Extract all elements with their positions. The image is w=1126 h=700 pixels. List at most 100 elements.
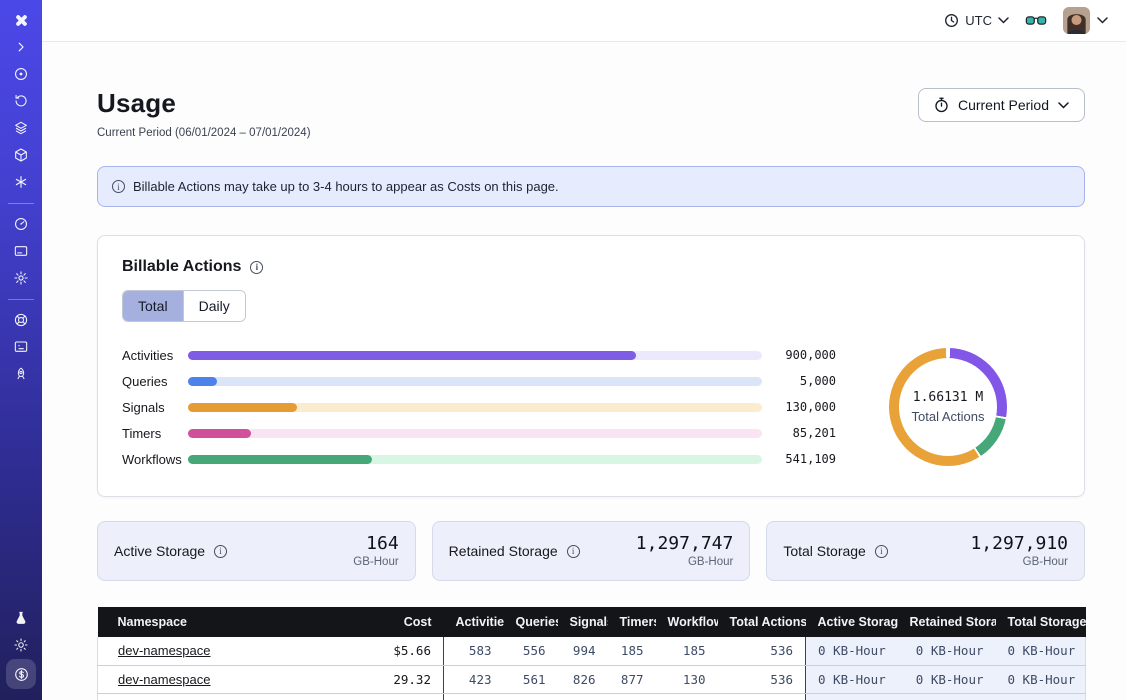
namespace-usage-table: Namespace Cost Activities Queries Signal… (97, 607, 1086, 700)
tab-daily[interactable]: Daily (183, 291, 245, 321)
eye-icon[interactable] (6, 61, 36, 87)
asterisk-icon[interactable] (6, 169, 36, 195)
bar-row-timers: Timers 85,201 (122, 420, 836, 446)
timezone-label: UTC (965, 13, 992, 28)
bar-row-activities: Activities 900,000 (122, 342, 836, 368)
flask-icon[interactable] (6, 605, 36, 631)
cell-active-storage: 0 KB-Hour (805, 693, 898, 700)
temporal-logo-icon[interactable] (6, 7, 36, 33)
bar-label: Activities (122, 347, 174, 363)
retained-storage-unit: GB-Hour (687, 555, 734, 568)
cell-queries: 536 (503, 693, 558, 700)
cube-icon[interactable] (6, 142, 36, 168)
bar-fill (188, 376, 217, 386)
tab-total[interactable]: Total (123, 291, 184, 321)
bar-fill (188, 402, 298, 412)
cell-total-actions: 130 (717, 693, 806, 700)
col-total-storage: Total Storage (995, 607, 1086, 637)
bar-label: Queries (122, 373, 168, 389)
col-timers: Timers (607, 607, 656, 637)
bar-label: Workflows (122, 451, 182, 467)
cell-timers: 185 (607, 637, 656, 666)
page-title: Usage (97, 88, 177, 118)
chevron-right-icon[interactable] (6, 34, 36, 60)
retained-storage-card: Retained Storage i 1,297,747 GB-Hour (431, 521, 751, 581)
namespace-link[interactable]: dev-namespace (118, 643, 211, 659)
chevron-down-icon (998, 17, 1009, 24)
namespace-link[interactable]: dev-namespace (118, 671, 211, 687)
bar-label: Timers (122, 425, 162, 441)
glasses-icon[interactable] (1025, 13, 1047, 28)
cell-timers: 877 (607, 665, 656, 694)
active-storage-value: 164 (366, 533, 399, 555)
user-menu[interactable] (1063, 7, 1108, 34)
bar-row-workflows: Workflows 541,109 (122, 446, 836, 472)
monitor-icon[interactable] (6, 334, 36, 360)
retained-storage-value: 1,297,747 (635, 533, 734, 555)
cell-workflows: 185 (655, 637, 718, 666)
dollar-coin-icon[interactable] (6, 659, 36, 689)
storage-summary-row: Active Storage i 164 GB-Hour Retained Stor… (97, 521, 1086, 581)
gear-icon[interactable] (6, 265, 36, 291)
rocket-icon[interactable] (6, 361, 36, 387)
donut-total-value: 1.66131 M (912, 390, 984, 405)
chevron-down-icon (1058, 101, 1069, 109)
gauge-icon[interactable] (6, 211, 36, 237)
cell-total-storage: 0 KB-Hour (995, 693, 1086, 700)
cell-signals: 826 (557, 665, 608, 694)
bar-track (188, 376, 762, 386)
sidebar-divider (8, 203, 34, 204)
bar-fill (188, 350, 636, 360)
cell-activities: 423 (443, 665, 504, 694)
user-avatar[interactable] (1063, 7, 1090, 34)
cell-workflows: 130 (655, 665, 718, 694)
cell-active-storage: 0 KB-Hour (805, 637, 898, 666)
info-icon[interactable]: i (250, 260, 264, 274)
topbar: UTC (42, 0, 1126, 42)
cell-workflows: 600 (655, 693, 718, 700)
active-storage-card: Active Storage i 164 GB-Hour (97, 521, 416, 581)
col-activities: Activities (443, 607, 504, 637)
chevron-down-icon (1097, 17, 1108, 24)
info-icon[interactable]: i (566, 544, 580, 558)
layers-icon[interactable] (6, 115, 36, 141)
cell-retained-storage: 0 KB-Hour (897, 665, 996, 694)
history-icon[interactable] (6, 88, 36, 114)
col-active-storage: Active Storage (805, 607, 898, 637)
billable-actions-title: Billable Actions (122, 258, 242, 275)
total-storage-label: Total Storage (783, 543, 866, 559)
col-namespace: Namespace (97, 607, 360, 637)
cell-activities: 583 (443, 637, 504, 666)
card-icon[interactable] (6, 238, 36, 264)
period-select-button[interactable]: Current Period (917, 88, 1085, 122)
table-row: dev-namespace $3.35 492 536 883 816 600 … (97, 693, 1086, 700)
cell-retained-storage: 0 KB-Hour (897, 637, 996, 666)
stopwatch-icon (935, 97, 948, 113)
bar-track (188, 350, 762, 360)
table-row: dev-namespace 29.32 423 561 826 877 130 … (97, 665, 1086, 694)
timezone-dropdown[interactable]: UTC (944, 13, 1009, 28)
total-storage-unit: GB-Hour (1022, 555, 1069, 568)
bar-track (188, 402, 762, 412)
info-icon[interactable]: i (874, 544, 888, 558)
bar-value: 130,000 (785, 400, 836, 414)
usage-page: Usage Current Period (06/01/2024 – 07/01… (42, 42, 1126, 700)
cell-total-storage: 0 KB-Hour (995, 665, 1086, 694)
bar-value: 5,000 (799, 374, 836, 388)
sidebar-divider (8, 299, 34, 300)
bar-value: 541,109 (785, 452, 836, 466)
lifebuoy-icon[interactable] (6, 307, 36, 333)
bar-row-signals: Signals 130,000 (122, 394, 836, 420)
bar-label: Signals (122, 399, 165, 415)
bar-fill (188, 454, 372, 464)
bar-track (188, 428, 762, 438)
cell-timers: 816 (607, 693, 656, 700)
info-banner: i Billable Actions may take up to 3-4 ho… (97, 166, 1085, 207)
cell-cost: $3.35 (359, 693, 444, 700)
sun-icon[interactable] (6, 632, 36, 658)
total-storage-card: Total Storage i 1,297,910 GB-Hour (766, 521, 1086, 581)
cell-total-actions: 536 (717, 637, 806, 666)
period-select-label: Current Period (957, 97, 1049, 113)
active-storage-label: Active Storage (114, 543, 206, 559)
info-icon[interactable]: i (214, 544, 228, 558)
